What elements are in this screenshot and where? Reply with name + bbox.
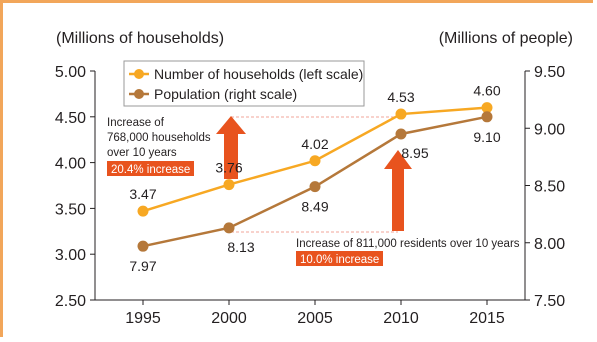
legend-households-label: Number of households (left scale): [154, 66, 363, 82]
right-axis-ticks: 7.50 8.00 8.50 9.00 9.50: [525, 64, 565, 310]
left-tick-label: 5.00: [55, 64, 86, 81]
population-increase-arrow: [384, 150, 412, 231]
legend: Number of households (left scale) Popula…: [123, 60, 365, 107]
data-point: [223, 179, 235, 191]
population-annotation: Increase of 811,000 residents over 10 ye…: [296, 238, 520, 266]
data-point: [309, 155, 321, 167]
data-label: 3.47: [129, 186, 156, 202]
left-tick-label: 4.00: [55, 156, 86, 173]
left-tick-label: 2.50: [55, 293, 86, 310]
households-annotation-line: 768,000 households: [107, 132, 211, 144]
data-label: 8.95: [401, 145, 428, 161]
legend-population-label: Population (right scale): [154, 86, 297, 102]
left-axis-label: (Millions of households): [56, 30, 224, 47]
households-annotation: Increase of 768,000 households over 10 y…: [107, 117, 211, 176]
series-layer: 3.47 3.76 4.02 4.53 4.60 7.97 8.13 8.49 8.95 9.10: [129, 83, 500, 275]
x-tick-label: 2000: [211, 310, 247, 327]
data-point: [481, 111, 493, 123]
legend-households-marker: [134, 69, 144, 79]
left-tick-label: 4.50: [55, 110, 86, 127]
data-label: 9.10: [473, 129, 500, 145]
right-tick-label: 8.00: [534, 236, 565, 253]
households-annotation-line: over 10 years: [107, 147, 177, 159]
left-tick-label: 3.50: [55, 201, 86, 218]
data-label: 4.02: [301, 136, 328, 152]
legend-population-marker: [134, 89, 144, 99]
data-label: 8.13: [227, 239, 254, 255]
x-tick-label: 2015: [469, 310, 505, 327]
data-point: [137, 205, 149, 217]
population-increase-badge: [296, 251, 383, 266]
data-point: [137, 240, 149, 252]
left-axis-ticks: 2.50 3.00 3.50 4.00 4.50 5.00: [55, 64, 95, 310]
x-tick-label: 2005: [297, 310, 333, 327]
households-increase-arrow: [216, 116, 246, 179]
right-tick-label: 9.00: [534, 121, 565, 138]
right-tick-label: 8.50: [534, 179, 565, 196]
households-increase-badge-text: 20.4% increase: [111, 164, 190, 176]
data-point: [481, 102, 493, 114]
chart-frame: (Millions of households) (Millions of pe…: [0, 0, 593, 337]
left-tick-label: 3.00: [55, 247, 86, 264]
line-chart: (Millions of households) (Millions of pe…: [55, 30, 573, 327]
data-label: 8.49: [301, 199, 328, 215]
right-tick-label: 9.50: [534, 64, 565, 81]
data-label: 7.97: [129, 258, 156, 274]
households-annotation-line: Increase of: [107, 117, 165, 129]
data-point: [223, 222, 235, 234]
population-increase-badge-text: 10.0% increase: [300, 254, 379, 266]
data-label: 3.76: [215, 160, 242, 176]
data-point: [395, 128, 407, 140]
x-tick-label: 1995: [125, 310, 161, 327]
right-tick-label: 7.50: [534, 293, 565, 310]
right-axis-label: (Millions of people): [439, 30, 573, 47]
x-tick-label: 2010: [383, 310, 419, 327]
data-label: 4.53: [387, 89, 414, 105]
data-point: [395, 108, 407, 120]
population-annotation-line: Increase of 811,000 residents over 10 ye…: [296, 238, 520, 250]
legend-box: [123, 60, 365, 107]
x-axis-ticks: 1995 2000 2005 2010 2015: [125, 300, 505, 327]
data-point: [309, 181, 321, 193]
households-increase-badge: [107, 161, 194, 176]
data-label: 4.60: [473, 83, 500, 99]
